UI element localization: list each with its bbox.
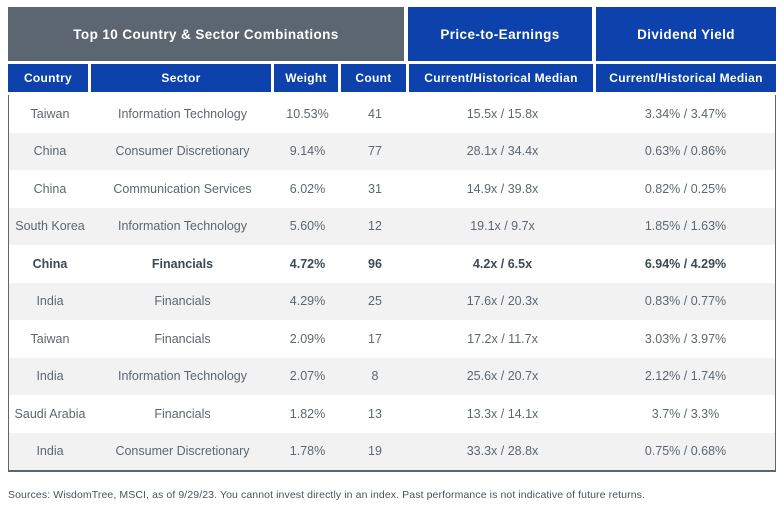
table-body: Taiwan Information Technology 10.53% 41 … — [8, 95, 776, 472]
group-header-price-to-earnings: Price-to-Earnings — [408, 7, 592, 61]
cell-sector: Information Technology — [117, 106, 248, 121]
column-header-weight: Weight — [274, 64, 338, 92]
cell-pe-current-historical: 17.2x / 11.7x — [467, 331, 538, 346]
table-row: China Communication Services 6.02% 31 14… — [9, 170, 775, 208]
table-row: India Information Technology 2.07% 8 25.… — [9, 357, 775, 395]
cell-count: 13 — [368, 406, 382, 421]
cell-count: 96 — [368, 256, 382, 271]
cell-dy-current-historical: 0.82% / 0.25% — [644, 181, 727, 196]
table-group-header-row: Top 10 Country & Sector Combinations Pri… — [8, 7, 776, 61]
cell-count: 19 — [368, 444, 382, 459]
cell-dy-current-historical: 2.12% / 1.74% — [644, 369, 727, 384]
cell-weight: 4.29% — [289, 294, 326, 309]
table-row: Taiwan Financials 2.09% 17 17.2x / 11.7x… — [9, 320, 775, 358]
cell-weight: 9.14% — [289, 144, 326, 159]
group-header-dividend-yield: Dividend Yield — [596, 7, 776, 61]
cell-sector: Financials — [151, 256, 214, 271]
cell-country: India — [36, 444, 64, 459]
column-header-count: Count — [341, 64, 406, 92]
cell-dy-current-historical: 6.94% / 4.29% — [644, 256, 727, 271]
cell-pe-current-historical: 4.2x / 6.5x — [472, 256, 533, 271]
table-column-header-row: Country Sector Weight Count Current/Hist… — [8, 64, 776, 92]
table-row: India Financials 4.29% 25 17.6x / 20.3x … — [9, 282, 775, 320]
cell-sector: Financials — [154, 294, 211, 309]
column-header-dy-median: Current/Historical Median — [596, 64, 776, 92]
column-header-sector: Sector — [91, 64, 271, 92]
cell-pe-current-historical: 28.1x / 34.4x — [466, 144, 539, 159]
cell-count: 17 — [368, 331, 382, 346]
cell-sector: Communication Services — [113, 181, 252, 196]
cell-pe-current-historical: 13.3x / 14.1x — [466, 406, 539, 421]
cell-country: South Korea — [15, 219, 85, 234]
cell-sector: Information Technology — [117, 219, 248, 234]
table-row: China Financials 4.72% 96 4.2x / 6.5x 6.… — [9, 245, 775, 283]
cell-pe-current-historical: 19.1x / 9.7x — [470, 219, 535, 234]
cell-pe-current-historical: 33.3x / 28.8x — [466, 444, 539, 459]
cell-sector: Consumer Discretionary — [115, 144, 250, 159]
cell-country: India — [36, 294, 64, 309]
cell-country: China — [33, 181, 67, 196]
table-row: South Korea Information Technology 5.60%… — [9, 207, 775, 245]
cell-country: Taiwan — [30, 331, 70, 346]
table-row: Taiwan Information Technology 10.53% 41 … — [9, 95, 775, 133]
table-row: China Consumer Discretionary 9.14% 77 28… — [9, 132, 775, 170]
column-header-country: Country — [8, 64, 88, 92]
cell-dy-current-historical: 0.75% / 0.68% — [644, 444, 727, 459]
cell-country: Taiwan — [30, 106, 70, 121]
cell-count: 12 — [368, 219, 382, 234]
cell-count: 77 — [368, 144, 382, 159]
cell-pe-current-historical: 14.9x / 39.8x — [466, 181, 539, 196]
cell-weight: 6.02% — [289, 181, 326, 196]
cell-weight: 10.53% — [286, 106, 329, 121]
cell-dy-current-historical: 3.03% / 3.97% — [644, 331, 727, 346]
cell-sector: Information Technology — [117, 369, 248, 384]
cell-weight: 2.07% — [289, 369, 326, 384]
cell-count: 41 — [368, 106, 382, 121]
cell-country: India — [36, 369, 64, 384]
cell-dy-current-historical: 0.63% / 0.86% — [644, 144, 727, 159]
cell-weight: 4.72% — [289, 256, 326, 271]
sources-footnote: Sources: WisdomTree, MSCI, as of 9/29/23… — [8, 489, 646, 501]
cell-count: 25 — [368, 294, 382, 309]
cell-weight: 5.60% — [289, 219, 326, 234]
cell-dy-current-historical: 0.83% / 0.77% — [644, 294, 727, 309]
cell-dy-current-historical: 1.85% / 1.63% — [644, 219, 727, 234]
cell-sector: Consumer Discretionary — [115, 444, 250, 459]
cell-dy-current-historical: 3.7% / 3.3% — [651, 406, 720, 421]
cell-weight: 2.09% — [289, 331, 326, 346]
column-header-pe-median: Current/Historical Median — [409, 64, 593, 92]
cell-dy-current-historical: 3.34% / 3.47% — [644, 106, 727, 121]
cell-country: Saudi Arabia — [14, 406, 86, 421]
table-figure: Top 10 Country & Sector Combinations Pri… — [8, 7, 776, 501]
cell-pe-current-historical: 25.6x / 20.7x — [466, 369, 539, 384]
cell-weight: 1.78% — [289, 444, 326, 459]
cell-count: 8 — [371, 369, 379, 384]
table-row: Saudi Arabia Financials 1.82% 13 13.3x /… — [9, 395, 775, 433]
cell-weight: 1.82% — [289, 406, 326, 421]
cell-sector: Financials — [154, 406, 211, 421]
cell-pe-current-historical: 15.5x / 15.8x — [466, 106, 539, 121]
cell-country: China — [33, 144, 67, 159]
table-title: Top 10 Country & Sector Combinations — [8, 7, 404, 61]
cell-pe-current-historical: 17.6x / 20.3x — [466, 294, 539, 309]
table-row: India Consumer Discretionary 1.78% 19 33… — [9, 432, 775, 470]
cell-sector: Financials — [154, 331, 211, 346]
cell-country: China — [32, 256, 68, 271]
cell-count: 31 — [368, 181, 382, 196]
